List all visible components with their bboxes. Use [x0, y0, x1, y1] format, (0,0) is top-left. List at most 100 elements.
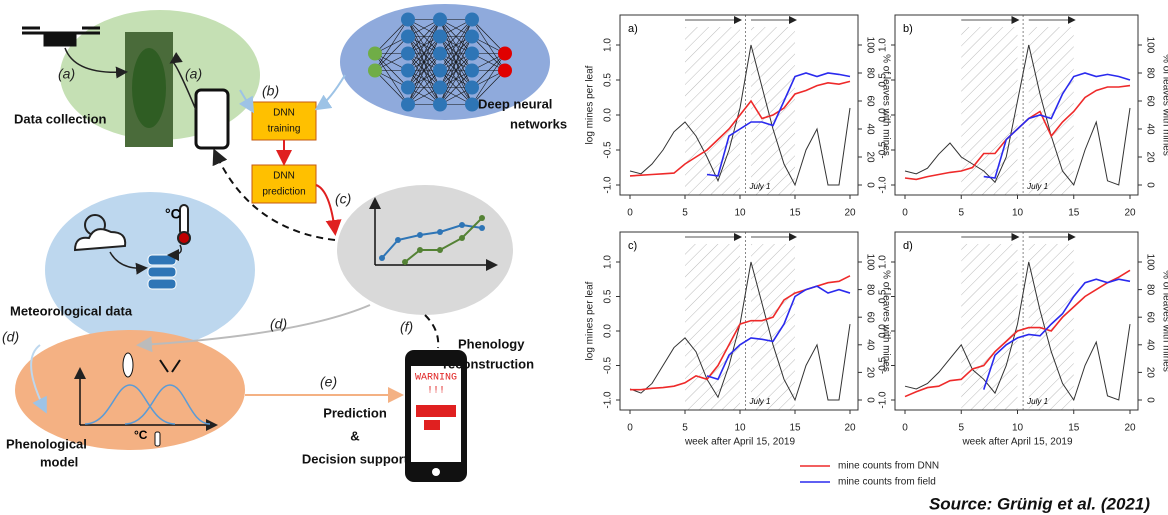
y-tick-label: -1.0 — [878, 391, 889, 409]
y-tick-label: 0.0 — [603, 108, 614, 122]
y-tick-label: 0.0 — [603, 324, 614, 338]
nn-node — [433, 98, 447, 112]
y2-axis-label: % of leaves with mines — [880, 270, 891, 372]
step-label: (a) — [185, 66, 202, 82]
y2-axis-label: % of leaves with mines — [1160, 270, 1168, 372]
y2-tick-label: 100 — [1144, 254, 1155, 271]
y2-tick-label: 40 — [864, 339, 875, 351]
y2-tick-label: 60 — [1144, 95, 1155, 107]
x-tick-label: 5 — [682, 423, 688, 434]
warning-text: !!! — [427, 386, 445, 397]
node-label: reconstruction — [443, 356, 534, 371]
shaded-period — [1029, 27, 1074, 195]
y2-tick-label: 80 — [1144, 67, 1155, 79]
y2-tick-label: 40 — [864, 123, 875, 135]
y2-tick-label: 60 — [1144, 312, 1155, 324]
nn-node — [433, 64, 447, 78]
x-tick-label: 0 — [902, 208, 908, 219]
chart: July 105101520-1.0-0.50.00.51.0020406080… — [878, 232, 1168, 448]
nn-node — [433, 81, 447, 95]
y2-tick-label: 0 — [1144, 182, 1155, 188]
y2-tick-label: 20 — [864, 151, 875, 163]
y2-tick-label: 100 — [864, 37, 875, 54]
node-label: Deep neural — [478, 96, 552, 111]
y-tick-label: -1.0 — [603, 176, 614, 194]
y-tick-label: -0.5 — [603, 141, 614, 159]
diagram: DNN training DNN prediction °C — [2, 4, 567, 482]
nn-node — [465, 98, 479, 112]
nn-node — [498, 64, 512, 78]
legend-label: mine counts from field — [838, 477, 936, 488]
x-tick-label: 10 — [734, 423, 746, 434]
x-tick-label: 20 — [844, 208, 856, 219]
marker-label: July 1 — [1026, 397, 1048, 406]
y2-axis-label: % of leaves with mines — [1160, 54, 1168, 156]
legend-label: mine counts from DNN — [838, 461, 939, 472]
y-tick-label: 0.5 — [603, 73, 614, 87]
x-tick-label: 0 — [627, 208, 633, 219]
y-axis-label: log mines per leaf — [585, 281, 596, 360]
nn-node — [401, 47, 415, 61]
step-label: (e) — [320, 374, 337, 390]
step-label: (c) — [335, 191, 351, 207]
x-axis-label: week after April 15, 2019 — [961, 437, 1073, 448]
y2-tick-label: 40 — [1144, 123, 1155, 135]
model-bubble — [15, 330, 245, 450]
y2-tick-label: 20 — [1144, 367, 1155, 379]
x-tick-label: 15 — [1068, 423, 1080, 434]
nn-node — [368, 47, 382, 61]
y2-tick-label: 100 — [1144, 37, 1155, 54]
x-tick-label: 20 — [1124, 423, 1136, 434]
y-tick-label: -0.5 — [878, 141, 889, 159]
x-tick-label: 5 — [682, 208, 688, 219]
shaded-period — [961, 244, 1017, 410]
node-label: Phenology — [458, 336, 525, 351]
phone-button — [432, 468, 440, 476]
y-tick-label: 0.5 — [878, 289, 889, 303]
x-tick-label: 15 — [789, 208, 801, 219]
nn-node — [368, 64, 382, 78]
nn-node — [401, 81, 415, 95]
x-tick-label: 5 — [958, 208, 964, 219]
y-tick-label: 1.0 — [878, 255, 889, 269]
y2-tick-label: 80 — [864, 67, 875, 79]
node-label: & — [350, 428, 359, 443]
source: Source: Grünig et al. (2021) — [929, 494, 1150, 513]
x-tick-label: 15 — [1068, 208, 1080, 219]
nn-node — [401, 98, 415, 112]
y2-axis-label: % of leaves with mines — [880, 54, 891, 156]
y-tick-label: 1.0 — [603, 38, 614, 52]
marker-label: July 1 — [749, 397, 771, 406]
y-tick-label: 0.5 — [878, 73, 889, 87]
y2-tick-label: 0 — [864, 182, 875, 188]
y-axis-label: log mines per leaf — [585, 65, 596, 144]
small-phone — [196, 90, 228, 148]
y-tick-label: -1.0 — [603, 391, 614, 409]
x-tick-label: 0 — [902, 423, 908, 434]
figure: DNN training DNN prediction °C — [0, 0, 1168, 515]
x-tick-label: 20 — [1124, 208, 1136, 219]
nn-node — [401, 30, 415, 44]
celsius: °C — [165, 206, 181, 222]
nn-node — [433, 30, 447, 44]
step-label: (a) — [58, 66, 75, 82]
box-text: DNN — [273, 171, 295, 182]
panel-label: b) — [903, 23, 913, 35]
node-label: model — [40, 454, 78, 469]
nn-node — [433, 13, 447, 27]
step-label: (d) — [2, 329, 19, 345]
y-tick-label: -1.0 — [878, 176, 889, 194]
box-text: prediction — [262, 187, 305, 198]
node-label: Phenological — [6, 436, 87, 451]
y2-tick-label: 80 — [1144, 284, 1155, 296]
y2-tick-label: 40 — [1144, 339, 1155, 351]
arrow — [318, 75, 345, 108]
y-tick-label: 1.0 — [603, 255, 614, 269]
y2-tick-label: 0 — [864, 397, 875, 403]
y2-tick-label: 100 — [864, 254, 875, 271]
shaded-period — [685, 244, 740, 410]
nn-node — [433, 47, 447, 61]
nn-node — [498, 47, 512, 61]
y2-tick-label: 0 — [1144, 397, 1155, 403]
